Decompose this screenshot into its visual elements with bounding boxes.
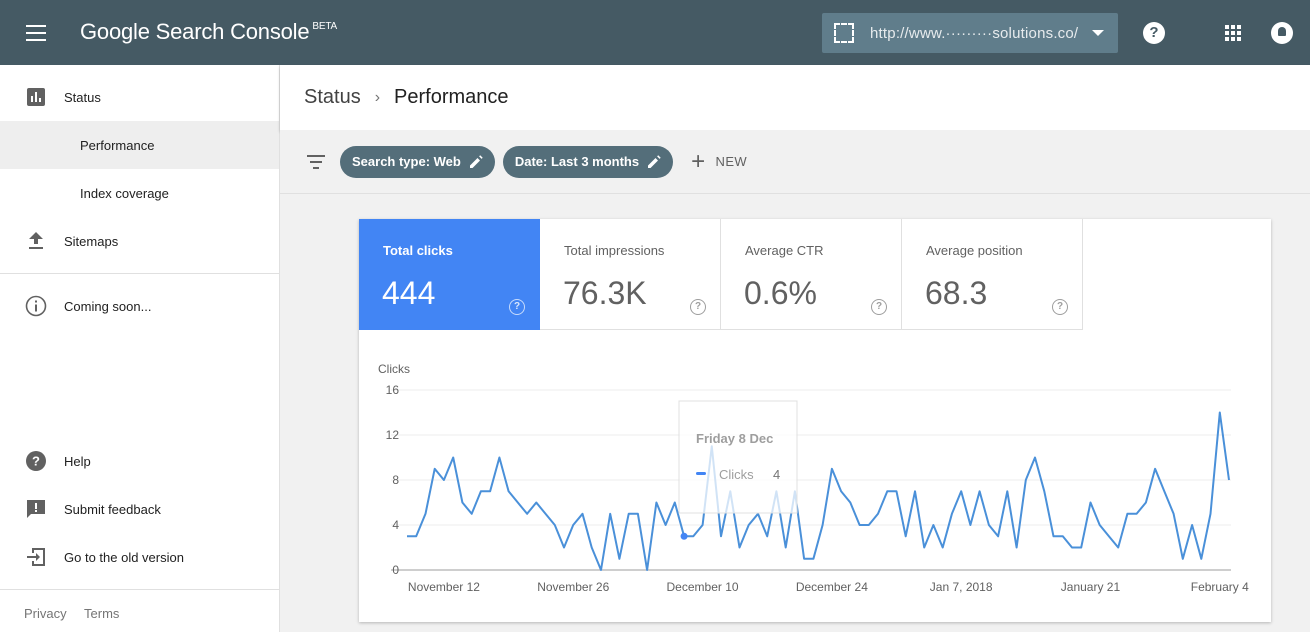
chevron-right-icon: › xyxy=(374,88,381,106)
help-icon: ? xyxy=(25,450,47,472)
help-icon[interactable]: ? xyxy=(690,299,706,315)
edit-icon xyxy=(648,154,661,168)
sidebar-divider xyxy=(0,273,279,274)
privacy-link[interactable]: Privacy xyxy=(24,606,67,621)
sidebar-item-label: Sitemaps xyxy=(64,233,119,249)
clicks-line-chart[interactable]: Clicks 0 4 8 12 16 November 12 November 26 Dec… xyxy=(359,339,1271,622)
sidebar-item-label: Status xyxy=(64,89,101,105)
chip-label: Date: Last 3 months xyxy=(514,154,640,169)
metric-label: Average CTR xyxy=(745,243,824,258)
sidebar-item-index-coverage[interactable]: Index coverage xyxy=(0,169,279,217)
filter-icon[interactable] xyxy=(306,154,326,169)
filter-bar: Search type: Web Date: Last 3 months + N… xyxy=(280,130,1310,194)
property-selector[interactable]: http://www.·········solutions.co/ xyxy=(822,13,1118,53)
bar-chart-icon xyxy=(25,86,47,108)
sidebar-item-status[interactable]: Status xyxy=(0,73,279,121)
y-tick-label: 0 xyxy=(392,563,399,577)
y-tick-label: 8 xyxy=(392,473,399,487)
chip-label: Search type: Web xyxy=(352,154,461,169)
metric-label: Average position xyxy=(926,243,1023,258)
tooltip-date: Friday 8 Dec xyxy=(696,431,773,446)
sidebar-item-label: Submit feedback xyxy=(64,501,161,517)
x-tick-label: January 21 xyxy=(1061,580,1121,594)
sidebar-item-performance[interactable]: Performance xyxy=(0,121,279,169)
tooltip-series-swatch xyxy=(696,472,706,475)
sidebar-item-submit-feedback[interactable]: Submit feedback xyxy=(0,485,279,533)
y-tick-label: 16 xyxy=(386,383,400,397)
metric-average-ctr[interactable]: Average CTR 0.6% ? xyxy=(721,219,902,330)
svg-text:?: ? xyxy=(32,454,40,469)
feedback-icon xyxy=(25,498,47,520)
sidebar-item-coming-soon[interactable]: Coming soon... xyxy=(0,282,279,330)
terms-link[interactable]: Terms xyxy=(84,606,120,621)
hamburger-menu-icon[interactable] xyxy=(22,20,50,46)
help-icon[interactable]: ? xyxy=(509,299,525,315)
date-filter-chip[interactable]: Date: Last 3 months xyxy=(502,145,674,178)
highlighted-data-point xyxy=(680,532,688,540)
beta-label: BETA xyxy=(312,21,337,32)
tooltip-series-name: Clicks xyxy=(719,467,754,482)
sidebar-item-label: Coming soon... xyxy=(64,298,152,314)
plus-icon: + xyxy=(691,147,706,175)
metric-label: Total clicks xyxy=(383,243,453,258)
exit-icon xyxy=(25,546,47,568)
top-app-bar: Google Search Console BETA http://www.···… xyxy=(0,0,1310,65)
search-type-filter-chip[interactable]: Search type: Web xyxy=(340,145,495,178)
y-tick-label: 4 xyxy=(392,518,399,532)
x-tick-label: November 12 xyxy=(408,580,480,594)
sidebar-divider xyxy=(0,589,279,590)
metric-value: 68.3 xyxy=(925,275,988,311)
breadcrumb: Status › Performance xyxy=(280,65,1310,130)
metric-average-position[interactable]: Average position 68.3 ? xyxy=(902,219,1083,330)
y-axis-label: Clicks xyxy=(378,362,410,376)
performance-card: Total clicks 444 ? Total impressions 76.… xyxy=(359,219,1271,622)
sidebar-item-sitemaps[interactable]: Sitemaps xyxy=(0,217,279,265)
notifications-icon[interactable] xyxy=(1271,22,1293,44)
metric-total-clicks[interactable]: Total clicks 444 ? xyxy=(359,219,540,330)
breadcrumb-status-link[interactable]: Status xyxy=(304,86,361,108)
sidebar-item-label: Go to the old version xyxy=(64,549,184,565)
y-tick-label: 12 xyxy=(386,428,400,442)
app-title[interactable]: Google Search Console BETA xyxy=(80,19,337,45)
help-icon[interactable]: ? xyxy=(871,299,887,315)
metric-value: 76.3K xyxy=(563,275,647,311)
metric-label: Total impressions xyxy=(564,243,665,258)
property-favicon-icon xyxy=(834,23,854,43)
edit-icon xyxy=(469,154,483,168)
tooltip-value: 4 xyxy=(773,467,780,482)
sidebar-item-old-version[interactable]: Go to the old version xyxy=(0,533,279,581)
page-title: Performance xyxy=(394,86,509,108)
tooltip-box xyxy=(678,400,798,514)
apps-grid-icon[interactable] xyxy=(1225,25,1241,41)
x-tick-label: December 10 xyxy=(667,580,739,594)
app-title-text: Google Search Console xyxy=(80,19,310,44)
chart-tooltip: Friday 8 Dec Clicks 4 xyxy=(678,400,798,514)
sidebar-footer: Privacy Terms xyxy=(24,606,133,621)
sidebar-item-label: Performance xyxy=(80,137,155,153)
property-url: http://www.·········solutions.co/ xyxy=(870,24,1079,42)
x-tick-label: Jan 7, 2018 xyxy=(930,580,993,594)
sidebar: Status Performance Index coverage Sitema… xyxy=(0,65,280,632)
sidebar-item-help[interactable]: ? Help xyxy=(0,437,279,485)
x-tick-label: December 24 xyxy=(796,580,868,594)
metric-value: 0.6% xyxy=(744,275,817,311)
series-line-clicks xyxy=(407,411,1230,571)
metric-total-impressions[interactable]: Total impressions 76.3K ? xyxy=(540,219,721,330)
new-filter-button[interactable]: + NEW xyxy=(691,147,748,175)
x-tick-label: February 4 xyxy=(1191,580,1249,594)
new-filter-label: NEW xyxy=(715,154,748,169)
help-circle-icon[interactable]: ? xyxy=(1143,22,1165,44)
help-icon[interactable]: ? xyxy=(1052,299,1068,315)
chevron-down-icon xyxy=(1092,30,1104,36)
sidebar-item-label: Index coverage xyxy=(80,185,169,201)
sidebar-item-label: Help xyxy=(64,453,91,469)
metric-value: 444 xyxy=(382,275,436,311)
x-tick-label: November 26 xyxy=(537,580,609,594)
info-icon xyxy=(25,295,47,317)
upload-icon xyxy=(25,230,47,252)
